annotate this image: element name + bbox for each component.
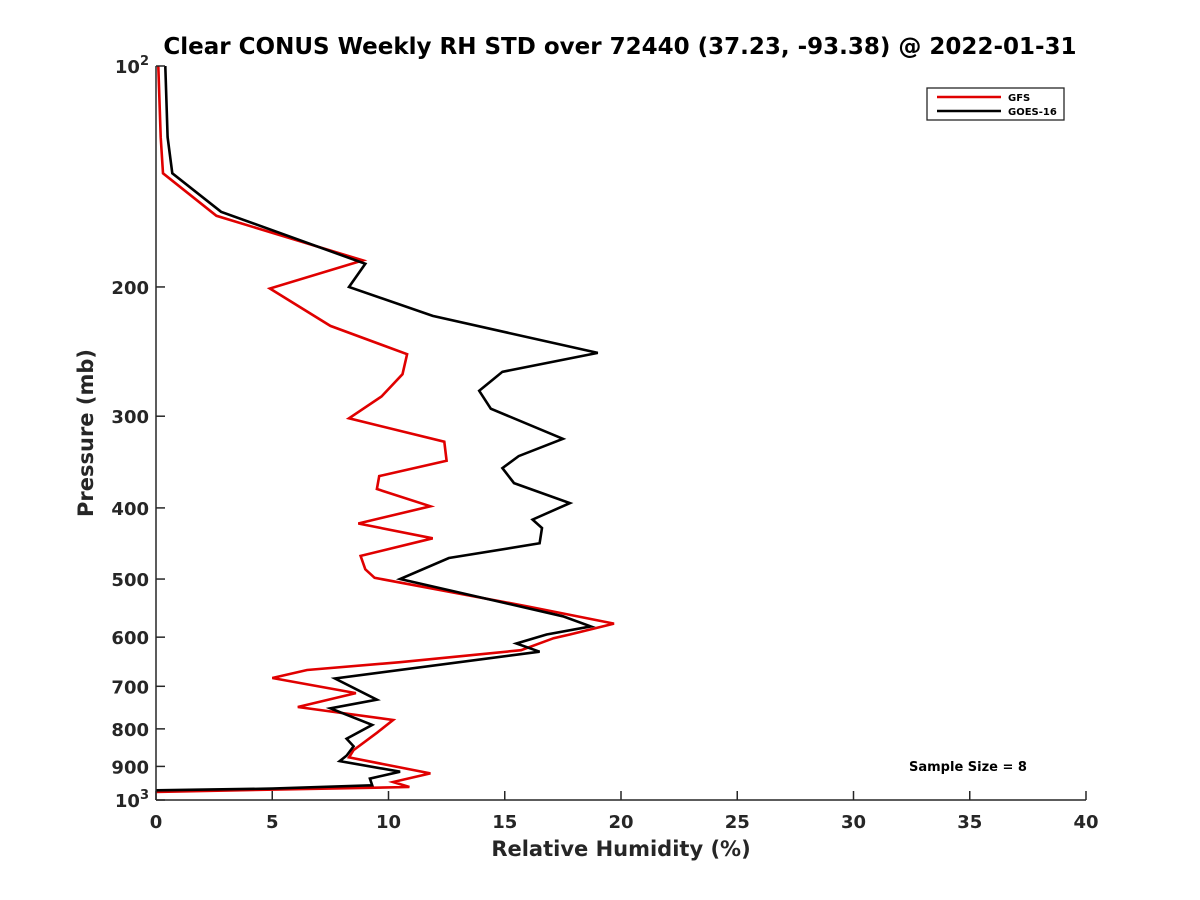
y-tick-label: 500 [111,570,149,591]
legend-label-goes-16: GOES-16 [1008,107,1057,118]
y-tick-label: 103 [115,788,149,812]
chart-title: Clear CONUS Weekly RH STD over 72440 (37… [163,34,1076,60]
y-axis-label: Pressure (mb) [74,349,98,517]
y-tick-label: 200 [111,278,149,299]
axes [155,66,1086,801]
y-tick-label: 900 [111,757,149,778]
x-tick-label: 25 [725,812,750,833]
legend-label-gfs: GFS [1008,93,1030,104]
y-ticks: 102 200 300 400 500 600 700 800 900 103 [111,54,165,812]
x-tick-label: 0 [150,812,163,833]
x-tick-label: 10 [376,812,401,833]
x-tick-label: 35 [957,812,982,833]
x-tick-label: 5 [266,812,279,833]
x-tick-label: 20 [608,812,633,833]
x-axis-label: Relative Humidity (%) [491,837,750,861]
x-ticks: 0 5 10 15 20 25 30 35 40 [150,791,1099,833]
y-tick-label: 400 [111,499,149,520]
sample-size-annotation: Sample Size = 8 [909,760,1027,775]
y-tick-label: 102 [115,54,149,78]
y-tick-label: 800 [111,720,149,741]
y-tick-label: 700 [111,677,149,698]
x-tick-label: 40 [1073,812,1098,833]
legend: GFS GOES-16 [926,87,1065,121]
legend-box [926,87,1065,121]
series-layer [155,65,615,794]
x-tick-label: 15 [492,812,517,833]
series-line-goes-16 [155,65,599,792]
x-tick-label: 30 [841,812,866,833]
series-line-gfs [155,65,615,794]
y-tick-label: 600 [111,628,149,649]
y-tick-label: 300 [111,407,149,428]
